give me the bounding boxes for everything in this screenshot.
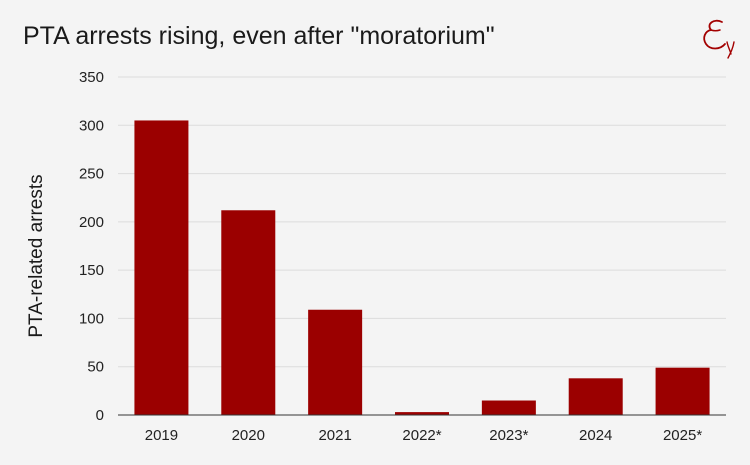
y-tick-label: 50 xyxy=(87,359,104,376)
gridlines xyxy=(118,76,726,368)
y-tick-label: 350 xyxy=(79,69,104,86)
bar-2019 xyxy=(134,120,189,415)
y-axis-label: PTA-related arrests xyxy=(26,174,47,337)
x-tick-label: 2023* xyxy=(489,427,528,444)
y-tick-label: 150 xyxy=(79,262,104,279)
bar-2022-star xyxy=(395,412,449,415)
x-tick-label: 2024 xyxy=(579,427,612,444)
bars xyxy=(134,120,710,415)
bar-2023-star xyxy=(481,400,536,415)
axes: 0 50 100 150 200 250 300 350 2019 2020 2021 2022* 20… xyxy=(79,69,726,444)
bar-2025-star xyxy=(655,367,710,415)
y-tick-label: 200 xyxy=(79,214,104,231)
x-tick-label: 2021 xyxy=(318,427,351,444)
x-tick-label: 2020 xyxy=(232,427,265,444)
bar-2024 xyxy=(568,378,623,415)
x-tick-label: 2025* xyxy=(663,427,702,444)
chart-title: PTA arrests rising, even after "moratori… xyxy=(23,22,495,50)
script-e-logo xyxy=(703,19,735,59)
x-tick-label: 2019 xyxy=(145,427,178,444)
bar-2020 xyxy=(221,210,276,415)
x-tick-label: 2022* xyxy=(402,427,441,444)
bar-2021 xyxy=(308,309,363,415)
y-tick-label: 0 xyxy=(96,407,104,424)
y-tick-label: 250 xyxy=(79,166,104,183)
y-tick-label: 300 xyxy=(79,117,104,134)
y-tick-label: 100 xyxy=(79,310,104,327)
